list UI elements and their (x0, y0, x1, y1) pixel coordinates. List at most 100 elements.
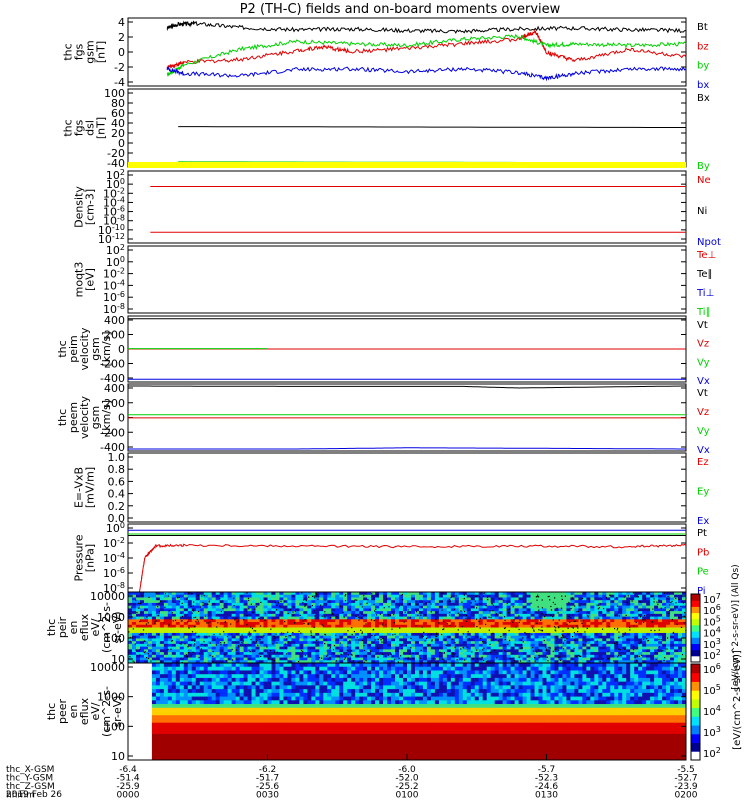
spectrogram-cell (168, 606, 172, 609)
spectrogram-cell (479, 652, 483, 655)
spectrogram-cell (279, 655, 283, 658)
spectrogram-cell (395, 628, 399, 631)
spectrogram-cell (594, 600, 598, 603)
dropout-dot (632, 601, 633, 602)
spectrogram-cell (558, 617, 562, 620)
dropout-dot (547, 660, 548, 661)
dropout-dot (492, 633, 493, 634)
spectrogram-cell (176, 674, 180, 678)
spectrogram-cell (618, 652, 622, 655)
spectrogram-cell (499, 633, 503, 636)
spectrogram-cell (192, 614, 196, 617)
spectrogram-cell (152, 670, 156, 674)
spectrogram-cell (140, 611, 144, 614)
spectrogram-cell (578, 608, 582, 611)
spectrogram-cell (566, 658, 570, 661)
spectrogram-cell (383, 611, 387, 614)
spectrogram-cell (327, 636, 331, 639)
spectrogram-cell (387, 641, 391, 644)
spectrogram-cell (558, 608, 562, 611)
spectrogram-cell (180, 658, 184, 661)
spectrogram-cell (307, 603, 311, 606)
spectrogram-cell (232, 625, 236, 628)
spectrogram-cell (399, 655, 403, 658)
spectrogram-cell (196, 611, 200, 614)
spectrogram-cell (467, 655, 471, 658)
spectrogram-cell (164, 595, 168, 598)
dropout-dot (563, 648, 564, 649)
spectrogram-cell (622, 611, 626, 614)
spectrogram-cell (431, 644, 435, 647)
spectrogram-cells (152, 663, 686, 760)
spectrogram-cell (483, 649, 487, 652)
spectrogram-cell (136, 638, 140, 641)
spectrogram-cell (355, 630, 359, 633)
spectrogram-cell (172, 753, 176, 757)
dropout-dot (505, 651, 506, 652)
spectrogram-cell (172, 726, 176, 730)
spectrogram-cell (152, 658, 156, 661)
spectrogram-cell (307, 647, 311, 650)
dropout-dot (542, 613, 543, 614)
dropout-dot (558, 646, 559, 647)
spectrogram-cell (132, 630, 136, 633)
spectrogram-cell (658, 658, 662, 661)
spectrogram-cell (391, 606, 395, 609)
dropout-dot (348, 654, 349, 655)
dropout-dot (561, 596, 562, 597)
spectrogram-cell (499, 638, 503, 641)
spectrogram-cell (363, 625, 367, 628)
spectrogram-cell (228, 619, 232, 622)
spectrogram-cell (451, 644, 455, 647)
dropout-dot (362, 606, 363, 607)
spectrogram-cell (144, 625, 148, 628)
dropout-dot (355, 639, 356, 640)
spectrogram-cell (156, 628, 160, 631)
spectrogram-cell (379, 633, 383, 636)
spectrogram-cell (602, 611, 606, 614)
dropout-dot (352, 634, 353, 635)
spectrogram-cell (176, 726, 180, 730)
dropout-dot (385, 624, 386, 625)
spectrogram-cell (471, 625, 475, 628)
spectrogram-cell (335, 600, 339, 603)
dropout-dot (349, 640, 350, 641)
spectrogram-cell (419, 638, 423, 641)
spectrogram-cell (550, 611, 554, 614)
spectrogram-cell (602, 606, 606, 609)
spectrogram-cell (535, 638, 539, 641)
spectrogram-cell (367, 619, 371, 622)
dropout-dot (209, 625, 210, 626)
dropout-dot (351, 627, 352, 628)
spectrogram-cell (184, 674, 188, 678)
spectrogram-cell (168, 723, 172, 727)
dropout-dot (483, 596, 484, 597)
dropout-dot (469, 638, 470, 639)
dropout-dot (492, 603, 493, 604)
spectrogram-cell (160, 644, 164, 647)
spectrogram-cell (491, 655, 495, 658)
spectrogram-cell (515, 633, 519, 636)
spectrogram-cell (439, 611, 443, 614)
spectrogram-cell (626, 608, 630, 611)
dropout-dot (491, 617, 492, 618)
spectrogram-cell (539, 622, 543, 625)
spectrogram-cell (550, 636, 554, 639)
spectrogram-cell (347, 636, 351, 639)
spectrogram-cell (582, 636, 586, 639)
spectrogram-cell (550, 600, 554, 603)
spectrogram-cell (371, 600, 375, 603)
spectrogram-cell (511, 630, 515, 633)
dropout-dot (163, 622, 164, 623)
spectrogram-cell (212, 630, 216, 633)
spectrogram-cell (618, 606, 622, 609)
spectrogram-cell (558, 652, 562, 655)
spectrogram-cell (132, 628, 136, 631)
spectrogram-cell (547, 649, 551, 652)
spectrogram-cell (168, 663, 172, 667)
dropout-dot (566, 638, 567, 639)
spectrogram-cell (582, 614, 586, 617)
spectrogram-cell (618, 603, 622, 606)
spectrogram-cell (367, 603, 371, 606)
dropout-dot (172, 612, 173, 613)
